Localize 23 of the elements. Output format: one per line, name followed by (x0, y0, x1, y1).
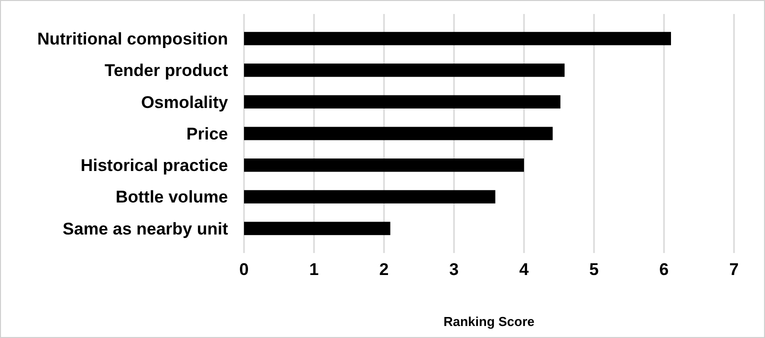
bar (244, 158, 524, 172)
x-tick-label: 6 (659, 260, 669, 279)
y-tick-label: Same as nearby unit (62, 219, 228, 238)
x-tick-label: 2 (379, 260, 389, 279)
y-tick-label: Bottle volume (116, 188, 228, 207)
bar (244, 222, 390, 236)
x-tick-label: 0 (239, 260, 249, 279)
x-tick-label: 3 (449, 260, 459, 279)
bar (244, 126, 553, 140)
x-tick-label: 7 (729, 260, 739, 279)
x-tick-label: 5 (589, 260, 599, 279)
y-tick-label: Historical practice (80, 156, 228, 176)
x-axis-title: Ranking Score (443, 314, 535, 329)
bar (244, 32, 671, 46)
x-tick-label: 1 (309, 260, 319, 279)
y-tick-label: Price (186, 124, 228, 144)
bar (244, 190, 496, 204)
bar (244, 95, 560, 108)
bar (244, 64, 565, 77)
y-tick-label: Nutritional composition (37, 30, 228, 49)
y-tick-label: Osmolality (141, 92, 229, 112)
x-tick-label: 4 (519, 260, 530, 279)
y-tick-label: Tender product (104, 61, 228, 80)
